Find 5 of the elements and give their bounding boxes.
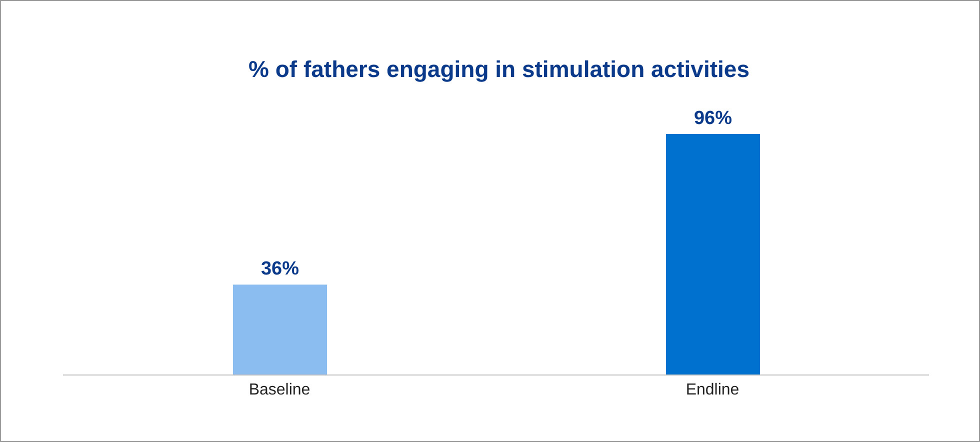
data-label: 96% <box>694 108 732 129</box>
x-tick-label: Endline <box>686 381 740 398</box>
data-label: 36% <box>260 258 300 280</box>
x-tick-label: Baseline <box>248 381 310 398</box>
chart-title: % of fathers engaging in stimulation activities <box>248 56 750 83</box>
